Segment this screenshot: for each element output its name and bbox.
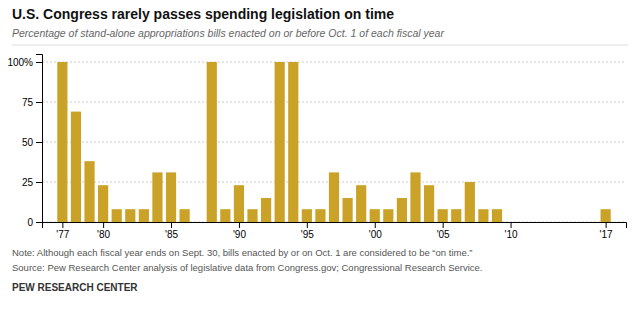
bar xyxy=(370,209,380,222)
bar xyxy=(98,185,108,222)
bar xyxy=(139,209,149,222)
bar xyxy=(275,62,285,222)
subtitle: Percentage of stand-alone appropriations… xyxy=(12,27,444,39)
x-tick-label: '17 xyxy=(600,229,613,240)
bar xyxy=(465,182,475,222)
bar xyxy=(397,198,407,222)
grid-line xyxy=(42,62,626,63)
x-tick-label: '10 xyxy=(505,229,518,240)
bar xyxy=(288,62,298,222)
y-tick-label: 100% xyxy=(7,57,33,68)
x-tick-label: '80 xyxy=(97,229,110,240)
x-tick: '90 xyxy=(233,222,246,240)
bar xyxy=(166,172,176,222)
grid-line xyxy=(42,102,626,103)
bar xyxy=(112,209,122,222)
x-axis: '77 '80 '85 '90 '95 '00 '05 '10 '17 xyxy=(43,222,627,240)
bar xyxy=(57,62,67,222)
y-tick-label: 75 xyxy=(22,97,34,108)
bar xyxy=(438,209,448,222)
marks xyxy=(57,62,610,222)
bar xyxy=(356,185,366,222)
grid xyxy=(42,62,626,222)
bar xyxy=(84,161,94,222)
bar xyxy=(234,185,244,222)
title: U.S. Congress rarely passes spending leg… xyxy=(12,6,394,22)
x-tick: '80 xyxy=(97,222,110,240)
x-tick-label: '77 xyxy=(56,229,69,240)
x-tick-label: '95 xyxy=(301,229,314,240)
x-tick: '85 xyxy=(165,222,178,240)
x-tick-label: '85 xyxy=(165,229,178,240)
x-tick-mark xyxy=(103,222,104,228)
y-tick-mark xyxy=(36,102,42,103)
x-tick-mark xyxy=(171,222,172,228)
x-tick-mark xyxy=(62,222,63,228)
x-tick: '77 xyxy=(56,222,69,240)
bar xyxy=(125,209,135,222)
bar xyxy=(302,209,312,222)
bar xyxy=(71,112,81,222)
x-tick: '95 xyxy=(301,222,314,240)
bar xyxy=(424,185,434,222)
bar xyxy=(601,209,611,222)
x-tick: '17 xyxy=(600,222,613,240)
y-tick: 0 xyxy=(27,217,42,228)
y-tick: 50 xyxy=(22,137,42,148)
x-tick-mark xyxy=(443,222,444,228)
x-axis-line xyxy=(43,223,627,229)
y-tick-label: 25 xyxy=(22,177,34,188)
bar xyxy=(478,209,488,222)
bar xyxy=(220,209,230,222)
bar xyxy=(492,209,502,222)
y-tick-mark xyxy=(36,142,42,143)
x-tick-mark xyxy=(239,222,240,228)
x-tick-mark xyxy=(307,222,308,228)
plot: '77 '80 '85 '90 '95 '00 '05 '10 '17 0 25 50 75 100% xyxy=(7,55,626,241)
bar xyxy=(315,209,325,222)
y-tick-mark xyxy=(36,222,42,223)
bar xyxy=(152,172,162,222)
bar xyxy=(207,62,217,222)
bar xyxy=(261,198,271,222)
y-tick-label: 50 xyxy=(22,137,34,148)
y-tick-mark xyxy=(36,62,42,63)
x-tick: '05 xyxy=(437,222,450,240)
x-tick-mark xyxy=(375,222,376,228)
y-axis-line xyxy=(36,55,43,223)
y-axis: 0 25 50 75 100% xyxy=(7,55,42,228)
bar xyxy=(451,209,461,222)
bar xyxy=(180,209,190,222)
x-tick-mark xyxy=(511,222,512,228)
x-tick: '10 xyxy=(505,222,518,240)
grid-line xyxy=(42,142,626,143)
annotation: Source: Pew Research Center analysis of … xyxy=(12,262,482,273)
bar xyxy=(247,209,257,222)
y-tick: 100% xyxy=(7,57,42,68)
x-tick: '00 xyxy=(369,222,382,240)
y-tick: 75 xyxy=(22,97,42,108)
y-tick: 25 xyxy=(22,177,42,188)
bar xyxy=(383,209,393,222)
annotation: PEW RESEARCH CENTER xyxy=(12,282,138,293)
bar xyxy=(329,172,339,222)
bar xyxy=(410,172,420,222)
bar xyxy=(193,222,203,223)
y-tick-label: 0 xyxy=(27,217,33,228)
chart: U.S. Congress rarely passes spending leg… xyxy=(0,0,640,320)
y-tick-mark xyxy=(36,182,42,183)
x-tick-mark xyxy=(606,222,607,228)
x-tick-label: '90 xyxy=(233,229,246,240)
annotation: Note: Although each fiscal year ends on … xyxy=(12,247,473,258)
bar xyxy=(342,198,352,222)
separator xyxy=(12,45,628,46)
x-tick-label: '00 xyxy=(369,229,382,240)
bar xyxy=(505,222,515,223)
x-tick-label: '05 xyxy=(437,229,450,240)
